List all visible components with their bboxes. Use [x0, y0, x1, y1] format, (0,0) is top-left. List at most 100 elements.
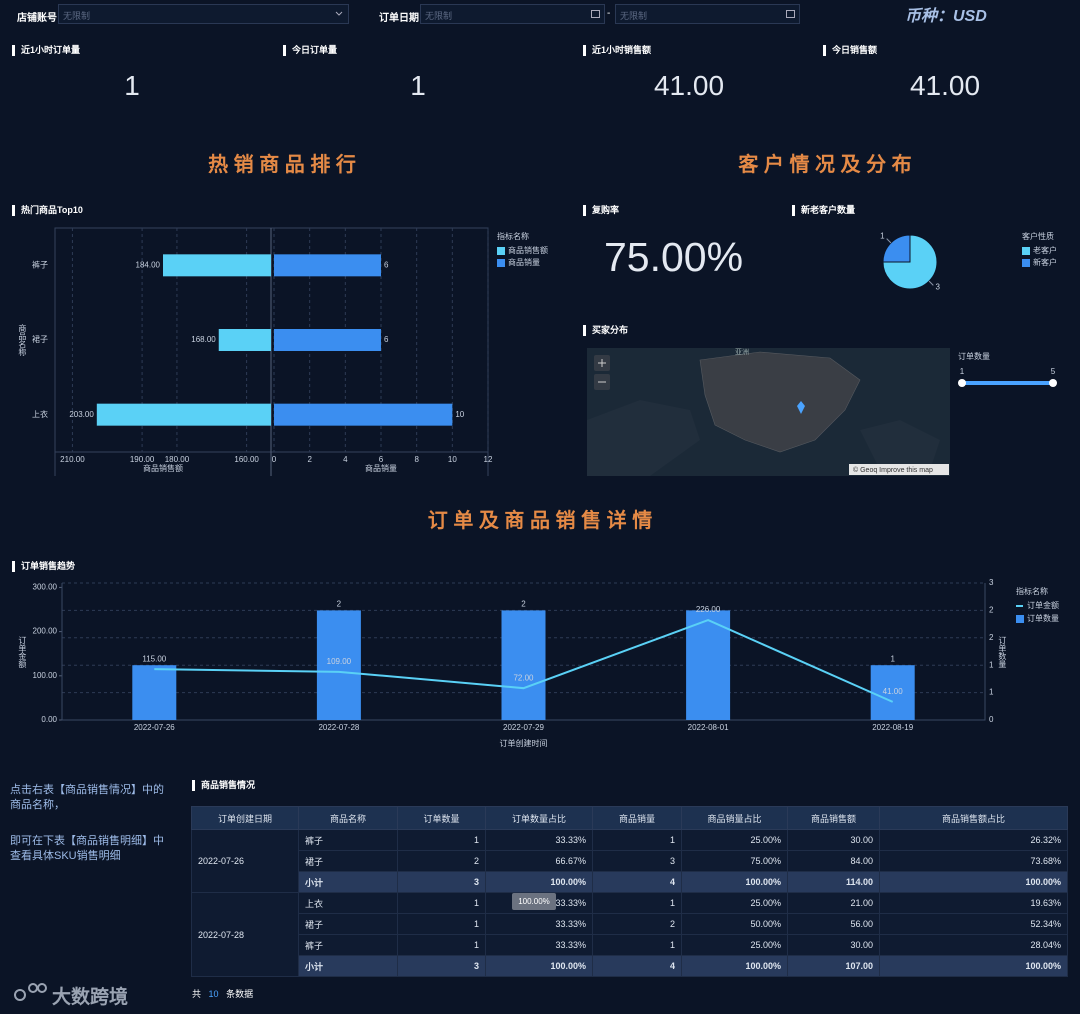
line [154, 619, 894, 703]
value-label: 168.00 [191, 335, 216, 344]
y2-tick-label: 1 [989, 688, 994, 697]
category-label: 裤子 [32, 259, 48, 269]
y-tick-label: 200.00 [33, 627, 58, 636]
table-row: 小计 3 100.00% 4 100.00% 114.00 100.00% [192, 871, 1068, 893]
product-cell[interactable]: 裙子 [298, 850, 398, 872]
x-tick-label: 8 [414, 455, 419, 464]
value-cell: 100.00% [681, 955, 788, 977]
x-tick-label: 10 [448, 455, 457, 464]
value-label: 203.00 [69, 410, 94, 419]
y2-tick-label: 2 [989, 633, 994, 642]
leader-line [886, 238, 892, 244]
bar [686, 610, 731, 720]
value-cell: 30.00 [787, 829, 880, 851]
product-cell[interactable]: 裤子 [298, 829, 398, 851]
legend-swatch [497, 247, 505, 255]
table-head: 订单创建日期 商品名称 订单数量 订单数量占比 商品销量 商品销量占比 商品销售额 商品销售额… [191, 806, 1068, 830]
y2-tick-label: 1 [989, 660, 994, 669]
product-cell[interactable]: 裤子 [298, 934, 398, 956]
map-land [860, 420, 940, 470]
product-cell[interactable]: 小计 [298, 871, 398, 893]
table-body: 2022-07-26 裤子 1 33.33% 1 25.00% 30.00 26.32% 裙子 2… [191, 829, 1068, 977]
logo: 大数跨境 [52, 987, 129, 1008]
column-header: 订单创建日期 [191, 806, 299, 830]
date-start[interactable]: 无限制 [420, 4, 605, 24]
placeholder: 无限制 [63, 11, 91, 21]
table-row: 裙子 1 33.33% 2 50.00% 56.00 52.34% [192, 913, 1068, 935]
legend-title: 客户性质 [1022, 231, 1054, 241]
value-label: 6 [384, 335, 389, 344]
store-select[interactable]: 无限制 [58, 4, 349, 24]
value-label: 115.00 [142, 654, 166, 663]
value-cell: 1 [592, 934, 682, 956]
panel-title: 复购率 [583, 205, 619, 216]
value-cell: 114.00 [787, 871, 880, 893]
value-cell: 2 [592, 913, 682, 935]
y2-tick-label: 3 [989, 578, 994, 587]
x-tick-label: 180.00 [165, 455, 190, 464]
panel-title: 商品销售情况 [192, 780, 255, 791]
bar [96, 403, 271, 426]
column-header: 商品销售额 [787, 806, 880, 830]
value-cell: 21.00 [787, 892, 880, 914]
value-cell: 75.00% [681, 850, 788, 872]
date-cell: 2022-07-26 [191, 829, 299, 893]
section-title: 热 销 商 品 排 行 [208, 154, 356, 176]
value-cell: 30.00 [787, 934, 880, 956]
section-title: 客 户 情 况 及 分 布 [738, 154, 912, 176]
range-label: 5 [1051, 367, 1056, 376]
x-tick-label: 0 [272, 455, 277, 464]
x-tick-label: 2022-08-19 [872, 723, 913, 732]
tooltip: 100.00% [512, 893, 556, 910]
product-cell[interactable]: 裙子 [298, 913, 398, 935]
x-tick-label: 2022-07-29 [503, 723, 544, 732]
legend-title: 指标名称 [1016, 586, 1048, 596]
column-header: 商品销量占比 [681, 806, 788, 830]
value-cell: 84.00 [787, 850, 880, 872]
filter-label: 店铺账号 [17, 13, 57, 24]
value-cell: 100.00% [681, 871, 788, 893]
footer-count: 10 [208, 989, 219, 999]
value-label: 72.00 [513, 673, 534, 682]
value-cell: 26.32% [879, 829, 1068, 851]
currency: 币种：USD [905, 8, 987, 25]
category-label: 裙子 [32, 334, 48, 344]
y2-tick-label: 2 [989, 606, 994, 615]
kpi-value: 1 [410, 70, 426, 101]
date-separator: - [607, 8, 611, 19]
x-tick-label: 12 [484, 455, 493, 464]
x-tick-label: 6 [379, 455, 384, 464]
panel-title: 热门商品Top10 [12, 205, 83, 216]
x-tick-label: 2 [307, 455, 312, 464]
table-row: 裤子 1 33.33% 1 25.00% 30.00 28.04% [192, 934, 1068, 956]
bar [316, 610, 361, 720]
kpi-value: 1 [124, 70, 140, 101]
y-tick-label: 300.00 [33, 583, 58, 592]
bar [501, 610, 546, 720]
date-end[interactable]: 无限制 [615, 4, 800, 24]
value-cell: 100.00% [879, 955, 1068, 977]
legend-label: 老客户 [1033, 245, 1057, 255]
value-label: 6 [384, 260, 389, 269]
value-label: 1 [890, 654, 895, 663]
value-cell: 3 [397, 871, 486, 893]
panel-title: 新老客户数量 [792, 205, 855, 216]
value-cell: 1 [397, 892, 486, 914]
repurchase-value: 75.00% [604, 234, 744, 280]
x-tick-label: 2022-07-28 [318, 723, 359, 732]
bar [218, 329, 271, 351]
value-cell: 52.34% [879, 913, 1068, 935]
x-tick-label: 2022-08-01 [688, 723, 729, 732]
bar [274, 329, 381, 351]
legend-title: 指标名称 [497, 231, 529, 241]
product-cell[interactable]: 小计 [298, 955, 398, 977]
map-attribution-box [849, 464, 949, 475]
kpi-value: 41.00 [653, 70, 725, 101]
value-label: 2 [337, 600, 342, 609]
slice-label: 1 [880, 232, 885, 241]
value-cell: 3 [592, 850, 682, 872]
table-row: 2022-07-28 上衣 1 33.33% 1 25.00% 21.00 19.63% [191, 892, 1068, 977]
y2-axis-label: 订单数量 [998, 635, 1007, 668]
product-cell[interactable]: 上衣 [298, 892, 398, 914]
